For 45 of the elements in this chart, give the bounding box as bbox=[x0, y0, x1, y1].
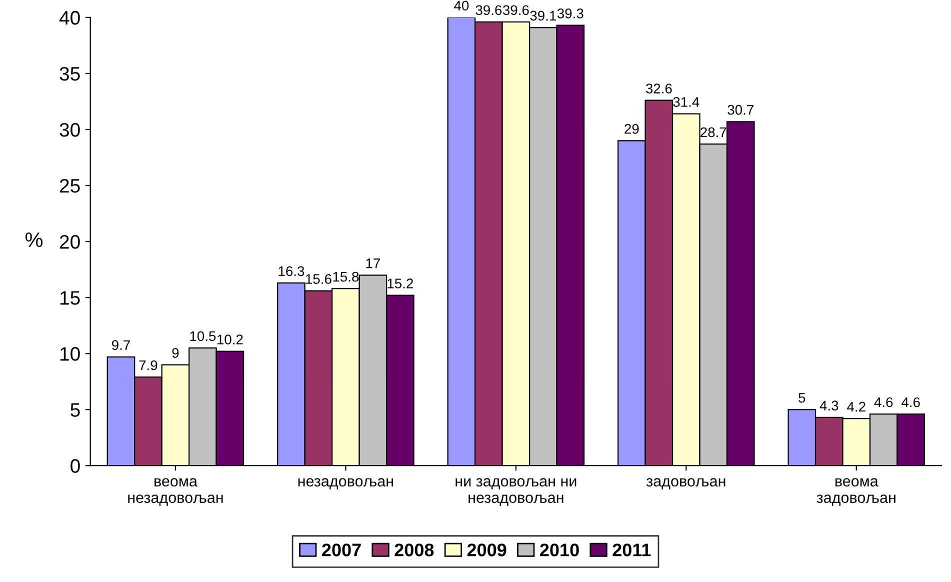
data-label: 39.3 bbox=[557, 8, 584, 18]
data-label: 29 bbox=[624, 124, 639, 134]
legend-label: 2007 bbox=[322, 544, 361, 556]
data-label: 40 bbox=[454, 0, 469, 11]
data-label: 15.8 bbox=[333, 272, 359, 282]
y-tick-label: 25 bbox=[60, 178, 80, 193]
data-label: 4.3 bbox=[820, 400, 838, 411]
x-tick-label: незадовољан bbox=[298, 478, 393, 490]
data-label: 9 bbox=[172, 348, 179, 358]
data-label: 17 bbox=[366, 258, 380, 268]
data-label: 31.4 bbox=[673, 97, 700, 107]
data-label: 16.3 bbox=[278, 266, 304, 276]
data-label: 15.6 bbox=[306, 274, 332, 284]
y-tick-label: 30 bbox=[60, 122, 80, 137]
legend-label: 2011 bbox=[612, 544, 651, 556]
y-tick-label: 5 bbox=[70, 403, 80, 417]
data-label: 10.2 bbox=[217, 334, 243, 344]
y-tick-label: 10 bbox=[60, 347, 80, 361]
x-tick-label: задовољан bbox=[646, 478, 726, 490]
y-tick-label: 0 bbox=[70, 459, 80, 473]
data-label: 5 bbox=[798, 392, 806, 403]
y-axis-title: % bbox=[25, 232, 43, 248]
data-label: 30.7 bbox=[728, 104, 754, 115]
y-tick-label: 20 bbox=[60, 235, 80, 249]
data-label: 15.2 bbox=[388, 278, 413, 288]
data-label: 28.7 bbox=[700, 127, 726, 138]
data-label: 4.6 bbox=[874, 397, 893, 408]
data-label: 10.5 bbox=[190, 331, 216, 342]
y-tick-label: 40 bbox=[59, 10, 80, 25]
data-label: 39.6 bbox=[476, 5, 502, 16]
data-label: 9.7 bbox=[112, 340, 130, 350]
x-tick-label: веома незадовољан bbox=[128, 478, 223, 506]
data-label: 39.6 bbox=[502, 5, 529, 16]
x-tick-label: веома задовољан bbox=[816, 478, 896, 506]
x-tick-label: ни задовољан ни незадовољан bbox=[456, 478, 576, 506]
y-tick-label: 15 bbox=[60, 291, 80, 305]
legend-label: 2009 bbox=[467, 544, 506, 556]
data-label: 7.9 bbox=[139, 360, 158, 370]
data-label: 4.2 bbox=[847, 402, 866, 412]
legend-label: 2010 bbox=[540, 544, 579, 556]
data-label: 32.6 bbox=[646, 84, 672, 94]
data-label: 4.6 bbox=[902, 397, 920, 408]
legend-label: 2008 bbox=[394, 544, 434, 556]
data-label: 39.1 bbox=[530, 10, 556, 21]
y-tick-label: 35 bbox=[60, 66, 80, 81]
